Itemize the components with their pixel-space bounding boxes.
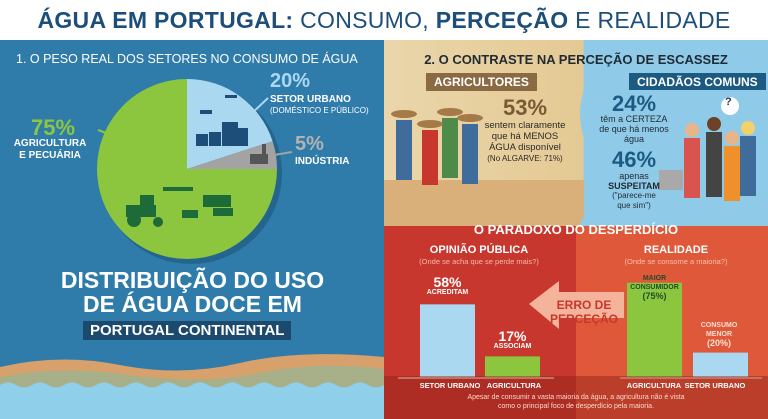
citizens-t2: de que há menos (599, 124, 669, 134)
farmers-text-2: que há MENOS (491, 131, 559, 142)
opinion-title: OPINIÃO PÚBLICA (429, 244, 529, 256)
city-icon (196, 95, 248, 146)
section-paradox: O PARADOXO DO DESPERDÍCIO OPINIÃO PÚBLIC… (384, 222, 768, 419)
urban-pct: 20% (270, 70, 311, 92)
agri-label-1: AGRICULTURA (13, 138, 87, 149)
main-title-2: DE ÁGUA DOCE EM (83, 291, 302, 317)
caption: Apesar de consumir a vasta maioria da ág… (384, 393, 768, 411)
caption-1: Apesar de consumir a vasta maioria da ág… (467, 394, 685, 401)
farmers-text-3: ÁGUA disponível (489, 142, 561, 153)
reality-title: REALIDADE (643, 244, 709, 256)
section1-heading: 1. O PESO REAL DOS SETORES NO CONSUMO DE… (16, 52, 358, 66)
citizens-t4: apenas (619, 171, 649, 181)
reality-urban-label: CONSUMO MENOR (20%) (689, 321, 749, 348)
title-part: ÁGUA EM PORTUGAL: (37, 7, 294, 33)
bar-opini-o-p-blica-agricultura (485, 356, 540, 378)
header: ÁGUA EM PORTUGAL: CONSUMO, PERCEÇÃO E RE… (0, 0, 768, 40)
agri-pct: 75% (30, 115, 76, 140)
title-part: CONSUMO, (293, 7, 429, 33)
illustrations (384, 90, 768, 226)
dry-soil (384, 180, 584, 226)
reality-urban-l3: (20%) (706, 338, 731, 348)
citizens-label: CIDADÃOS COMUNS (629, 73, 766, 91)
citizens-text-1: têm a CERTEZA de que há menos água (589, 114, 679, 144)
bars-chart (398, 281, 762, 379)
industry-pct: 5% (295, 133, 324, 155)
opinion-urban-note: ACREDITAM (426, 289, 469, 296)
section2-heading: 2. O CONTRASTE NA PERCEÇÃO DE ESCASSEZ (424, 52, 728, 67)
pie-chart (97, 79, 293, 264)
citizens-illustration (659, 97, 756, 201)
question-icon: ? (725, 96, 732, 108)
caption-strip (384, 376, 768, 419)
title-part: PERCEÇÃO (429, 7, 569, 33)
section-perception: 2. O CONTRASTE NA PERCEÇÃO DE ESCASSEZ A… (384, 40, 768, 226)
urban-label: SETOR URBANO (270, 94, 351, 105)
opinion-agri-note: ASSOCIAM (493, 343, 532, 350)
citizens-t1: têm a CERTEZA (600, 114, 668, 124)
opinion-x2: AGRICULTURA (486, 381, 542, 390)
reality-agri-l2: CONSUMIDOR (630, 284, 679, 291)
urban-leader (249, 97, 269, 116)
bar-realidade-setor-urbano (693, 352, 748, 378)
arrow-l1: ERRO DE (556, 298, 612, 312)
perception-error: ERRO DE PERCEÇÃO (544, 298, 624, 326)
industry-label: INDÚSTRIA (295, 156, 350, 167)
citizens-text-2: apenas SUSPEITAM ("parece-me que sim") (589, 171, 679, 211)
reality-agri-l3: (75%) (642, 291, 667, 301)
opinion-agri-pct: 17% (498, 328, 527, 344)
reality-agri-l1: MAIOR (642, 275, 667, 282)
reality-x2: SETOR URBANO (684, 381, 746, 390)
citizens-pct-1: 24% (611, 91, 657, 116)
section-consumption: 1. O PESO REAL DOS SETORES NO CONSUMO DE… (0, 40, 384, 419)
reality-sub: (Onde se consome a maioria?) (624, 257, 728, 266)
farmers-illustration (391, 108, 483, 185)
main-title-highlight: PORTUGAL CONTINENTAL (83, 321, 292, 340)
reality-urban-l2: MENOR (705, 331, 733, 338)
industry-leader (273, 151, 293, 156)
citizens-t6: ("parece-me (612, 191, 656, 200)
farmers-pct: 53% (502, 95, 548, 120)
citizens-pct-2: 46% (611, 147, 657, 172)
opinion-x1: SETOR URBANO (419, 381, 481, 390)
bar-realidade-agricultura (627, 282, 682, 378)
farmers-note: (No ALGARVE: 71%) (487, 154, 563, 163)
landscape-waves (0, 354, 384, 419)
main-title-1: DISTRIBUIÇÃO DO USO (60, 267, 325, 293)
urban-sub: (DOMÉSTICO E PÚBLICO) (270, 106, 369, 115)
factory-icon (250, 144, 268, 164)
citizens-t3: água (623, 134, 645, 144)
opinion-urban-pct: 58% (433, 274, 462, 290)
agri-label-2: E PECUÁRIA (19, 150, 81, 161)
arrow-left-icon (529, 281, 624, 329)
section3-heading: O PARADOXO DO DESPERDÍCIO (473, 222, 679, 237)
main-title: DISTRIBUIÇÃO DO USO DE ÁGUA DOCE EM (40, 268, 345, 316)
farm-icon (126, 187, 233, 227)
reality-x1: AGRICULTURA (626, 381, 682, 390)
reality-agri-label: MAIOR CONSUMIDOR (75%) (627, 274, 682, 301)
reality-urban-l1: CONSUMO (700, 322, 738, 329)
farmers-label: AGRICULTORES (426, 73, 537, 91)
citizens-t5: SUSPEITAM (608, 181, 660, 191)
title-part: E REALIDADE (568, 7, 731, 33)
farmers-text-1: sentem claramente (484, 120, 566, 131)
farmers-text: sentem claramente que há MENOS ÁGUA dispon… (474, 120, 576, 164)
citizens-t7: que sim") (617, 201, 651, 210)
bar-opini-o-p-blica-setor-urbano (420, 304, 475, 378)
opinion-sub: (Onde se acha que se perde mais?) (419, 257, 539, 266)
agri-leader (97, 129, 121, 139)
caption-2: como o principal foco de desperdício pel… (497, 403, 655, 410)
arrow-l2: PERCEÇÃO (549, 312, 618, 326)
agri-label: AGRICULTURA E PECUÁRIA (10, 138, 90, 162)
